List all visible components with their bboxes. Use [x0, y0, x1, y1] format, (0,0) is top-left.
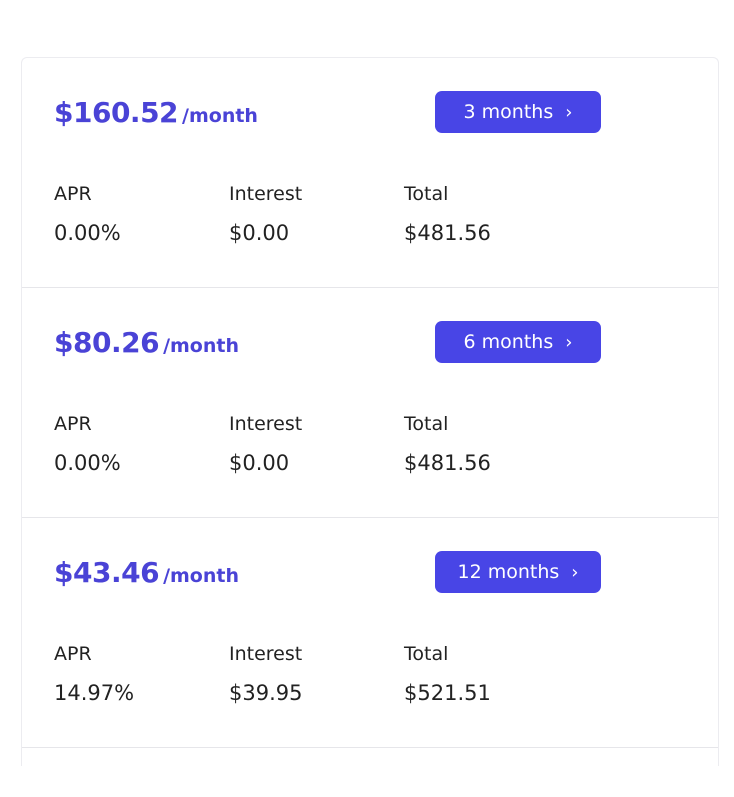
monthly-price: $80.26/month: [54, 326, 239, 359]
plan-option: $160.52/month 3 months › APR 0.00% Interes…: [22, 58, 718, 288]
total-value: $481.56: [404, 221, 491, 245]
interest-value: $39.95: [229, 681, 303, 705]
chevron-right-icon: ›: [565, 101, 573, 123]
total-label: Total: [404, 183, 449, 205]
apr-value: 0.00%: [54, 451, 121, 475]
interest-label: Interest: [229, 183, 303, 205]
monthly-amount: $80.26: [54, 326, 160, 359]
select-term-button[interactable]: 6 months ›: [435, 321, 601, 363]
monthly-price: $160.52/month: [54, 96, 258, 129]
total-label: Total: [404, 413, 449, 435]
chevron-right-icon: ›: [565, 331, 573, 353]
monthly-amount: $160.52: [54, 96, 179, 129]
per-month-label: /month: [163, 565, 239, 587]
apr-label: APR: [54, 413, 92, 435]
term-label: 3 months: [463, 101, 554, 123]
select-term-button[interactable]: 3 months ›: [435, 91, 601, 133]
interest-value: $0.00: [229, 221, 290, 245]
apr-value: 0.00%: [54, 221, 121, 245]
interest-label: Interest: [229, 643, 303, 665]
interest-label: Interest: [229, 413, 303, 435]
total-label: Total: [404, 643, 449, 665]
monthly-amount: $43.46: [54, 556, 160, 589]
apr-label: APR: [54, 643, 92, 665]
payment-plans-card: $160.52/month 3 months › APR 0.00% Interes…: [21, 57, 719, 766]
total-value: $481.56: [404, 451, 491, 475]
apr-value: 14.97%: [54, 681, 135, 705]
monthly-price: $43.46/month: [54, 556, 239, 589]
per-month-label: /month: [163, 335, 239, 357]
total-value: $521.51: [404, 681, 491, 705]
select-term-button[interactable]: 12 months ›: [435, 551, 601, 593]
interest-value: $0.00: [229, 451, 290, 475]
plan-option: $43.46/month 12 months › APR 14.97% Intere…: [22, 518, 718, 748]
apr-label: APR: [54, 183, 92, 205]
term-label: 12 months: [457, 561, 560, 583]
per-month-label: /month: [182, 105, 258, 127]
plan-option: $80.26/month 6 months › APR 0.00% Interest…: [22, 288, 718, 518]
chevron-right-icon: ›: [571, 561, 579, 583]
term-label: 6 months: [463, 331, 554, 353]
